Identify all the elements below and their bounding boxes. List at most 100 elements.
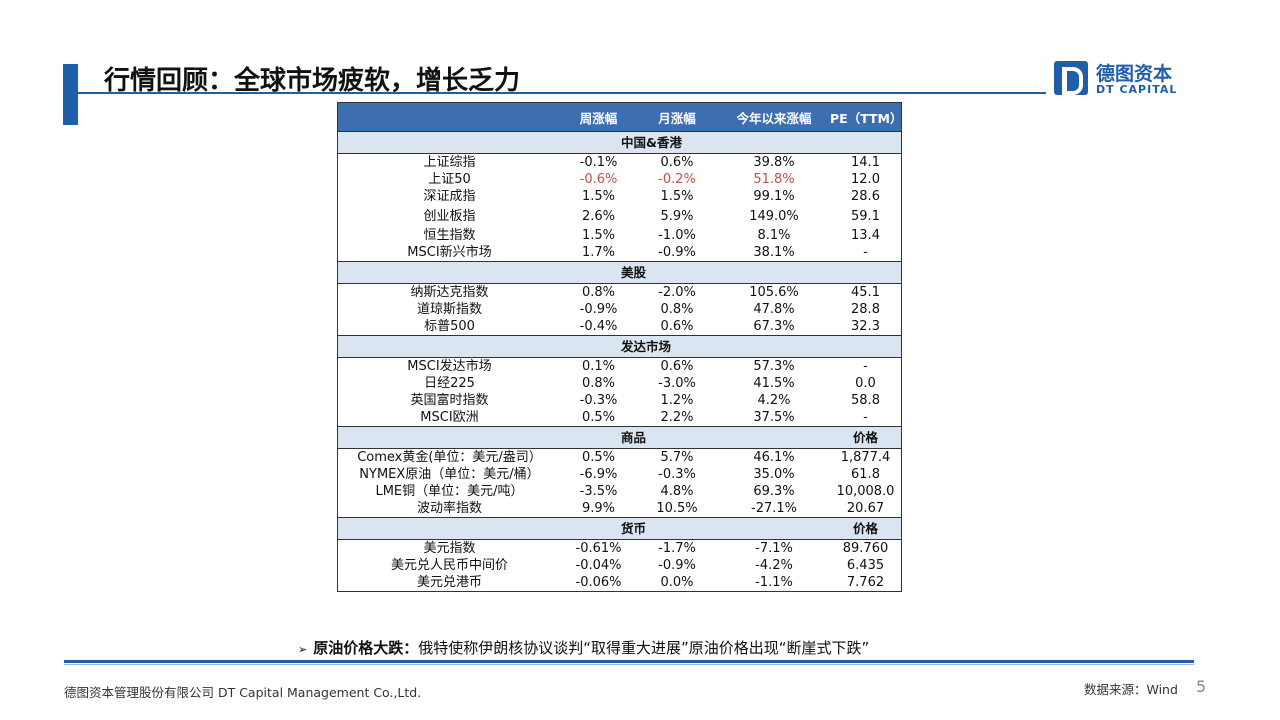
section-title: 美股 [561,261,718,284]
value-cell: 57.3% [753,359,795,374]
table-row: 日经225 0.8% -3.0% 41.5% 0.0 [338,375,901,392]
table-row: LME铜（单位：美元/吨） -3.5% 4.8% 69.3% 10,008.0 [338,483,901,500]
value-cell: 45.1 [851,285,880,300]
value-cell: 69.3% [753,484,795,499]
value-cell: 89.760 [842,541,889,556]
logo-text-en: DT CAPITAL [1096,83,1178,96]
header-cell: PE（TTM） [830,103,902,132]
bullet-heading: 原油价格大跌： [313,639,419,657]
section-title: 货币 [561,517,830,540]
row-label: 上证50 [428,172,471,187]
value-cell: -3.5% [579,484,618,499]
row-label: 恒生指数 [423,228,476,243]
section-price-label: 价格 [830,517,901,540]
value-cell: 28.6 [851,189,880,204]
row-label: 美元兑港币 [416,575,482,590]
section-row: 中国&香港 [338,131,901,154]
section-spacer [830,261,901,284]
value-cell: 0.1% [581,359,616,374]
value-cell: 5.9% [660,208,694,224]
arrow-bullet-icon: ➢ [298,643,308,656]
value-cell: -1.1% [755,575,793,590]
value-cell: -4.2% [755,558,793,573]
section-row: 美股 [338,261,901,284]
value-cell: 0.8% [581,376,616,391]
value-cell: 0.5% [581,450,616,465]
row-label: 道琼斯指数 [416,302,482,317]
section-price-label: 价格 [830,426,901,449]
section-title: 中国&香港 [561,131,718,154]
logo-text-cn: 德图资本 [1096,63,1173,85]
footer-rule-thin [64,664,1194,665]
table-row: MSCI新兴市场 1.7% -0.9% 38.1% - [338,244,901,262]
section-row: 发达市场 [338,335,901,358]
section-spacer [718,335,830,358]
value-cell: -0.04% [575,558,622,573]
table-row: 深证成指 1.5% 1.5% 99.1% 28.6 [338,188,901,205]
value-cell: -0.9% [579,302,618,317]
row-label: NYMEX原油（单位：美元/桶） [359,467,540,482]
value-cell: -2.0% [658,285,696,300]
value-cell: -0.9% [658,558,696,573]
section-spacer [338,517,561,540]
value-cell: 10,008.0 [836,484,895,499]
table-row: 创业板指 2.6% 5.9% 149.0% 59.1 [338,205,901,227]
value-cell: 32.3 [851,319,880,334]
value-cell: 51.8% [753,172,795,187]
value-cell: -1.0% [658,228,696,243]
value-cell: -0.3% [658,467,696,482]
section-spacer [718,131,830,154]
value-cell: 4.2% [757,393,791,408]
value-cell: 0.8% [581,285,616,300]
value-cell: 1,877.4 [840,450,891,465]
row-label: 波动率指数 [416,501,482,516]
footer-company: 德图资本管理股份有限公司 DT Capital Management Co.,L… [64,685,422,700]
value-cell: 9.9% [581,501,616,516]
bullet-note: ➢ 原油价格大跌：俄特使称伊朗核协议谈判“取得重大进展”原油价格出现“断崖式下跌” [298,637,869,658]
value-cell: 67.3% [753,319,795,334]
section-spacer [718,261,830,284]
section-spacer [338,131,561,154]
table-row: 美元指数 -0.61% -1.7% -7.1% 89.760 [338,540,901,558]
table-row: 上证综指 -0.1% 0.6% 39.8% 14.1 [338,154,901,172]
value-cell: -0.06% [575,575,622,590]
value-cell: 0.6% [660,319,694,334]
table-row: Comex黄金(单位：美元/盎司） 0.5% 5.7% 46.1% 1,877.4 [338,449,901,467]
row-label: 纳斯达克指数 [410,285,489,300]
value-cell: 0.6% [660,359,694,374]
value-cell: -7.1% [755,541,793,556]
row-label: 上证综指 [423,155,476,170]
value-cell: 5.7% [660,450,694,465]
value-cell: -0.1% [579,155,618,170]
value-cell: 0.0 [855,376,876,391]
table-row: 美元兑人民币中间价 -0.04% -0.9% -4.2% 6.435 [338,557,901,574]
value-cell: 0.8% [660,302,694,317]
value-cell: -27.1% [751,501,797,516]
header-cell: 今年以来涨幅 [718,103,830,132]
value-cell: 59.1 [851,208,880,224]
value-cell: -6.9% [579,467,618,482]
table-row: MSCI欧洲 0.5% 2.2% 37.5% - [338,409,901,427]
table-row: 上证50 -0.6% -0.2% 51.8% 12.0 [338,171,901,188]
table-row: 纳斯达克指数 0.8% -2.0% 105.6% 45.1 [338,284,901,302]
value-cell: - [863,359,868,374]
value-cell: 0.0% [660,575,694,590]
table-row: 标普500 -0.4% 0.6% 67.3% 32.3 [338,318,901,336]
row-label: 英国富时指数 [410,393,489,408]
value-cell: 1.5% [660,189,694,204]
value-cell: 0.5% [581,410,616,425]
table-row: 恒生指数 1.5% -1.0% 8.1% 13.4 [338,227,901,244]
value-cell: 20.67 [846,501,885,516]
section-row: 商品 价格 [338,426,901,449]
title-accent-bar [63,64,78,125]
value-cell: 2.6% [581,208,616,224]
value-cell: 7.762 [846,575,885,590]
value-cell: 0.6% [660,155,694,170]
value-cell: 35.0% [753,467,795,482]
value-cell: 14.1 [851,155,880,170]
value-cell: -3.0% [658,376,696,391]
value-cell: 4.8% [660,484,694,499]
value-cell: 61.8 [851,467,880,482]
row-label: MSCI发达市场 [407,359,492,374]
value-cell: 37.5% [753,410,795,425]
